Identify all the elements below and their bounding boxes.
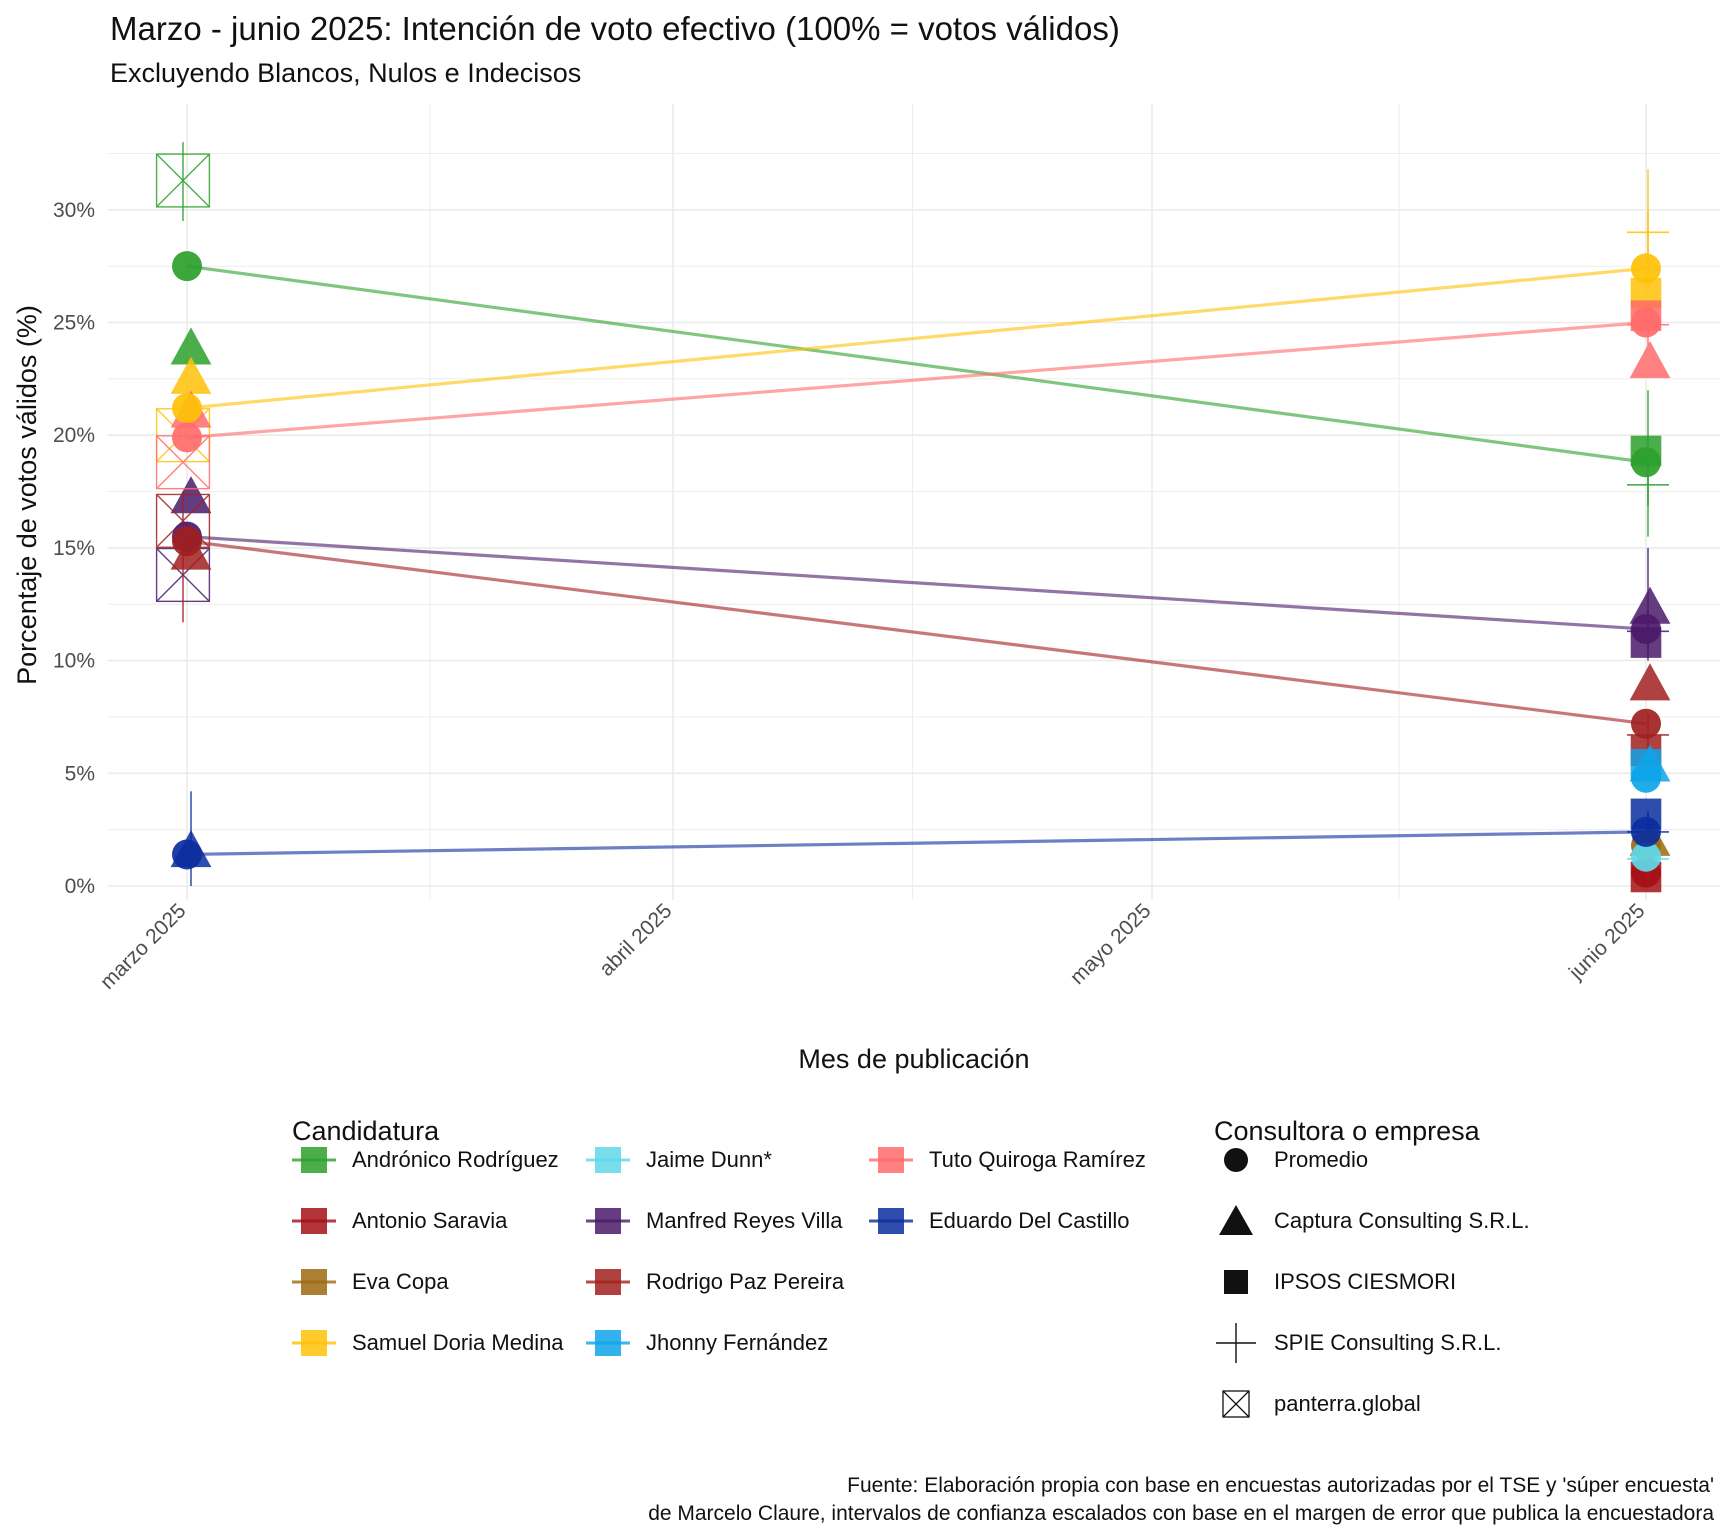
poll-point: [1629, 586, 1671, 624]
legend-item-pollster: panterra.global: [1214, 1382, 1421, 1426]
legend-label: Eva Copa: [352, 1269, 449, 1294]
legend-swatch: [292, 1199, 336, 1243]
legend-candidates-title: Candidatura: [292, 1116, 440, 1146]
legend-label: panterra.global: [1274, 1391, 1421, 1416]
average-point: [172, 839, 202, 870]
grid: [108, 104, 1720, 900]
legend-label: Antonio Saravia: [352, 1208, 508, 1233]
legend-shape: [1214, 1260, 1258, 1304]
average-point: [1631, 307, 1661, 338]
x-tick-label: marzo 2025: [96, 899, 191, 994]
poll-point: [1629, 663, 1671, 701]
legend-item-candidate: Eva Copa: [292, 1260, 449, 1304]
legend-pollsters-title: Consultora o empresa: [1214, 1116, 1480, 1146]
legend-label: Captura Consulting S.R.L.: [1274, 1208, 1530, 1233]
legend-label: Rodrigo Paz Pereira: [646, 1269, 845, 1294]
average-point: [172, 422, 202, 453]
legend-swatch: [586, 1199, 630, 1243]
legend-label: Jhonny Fernández: [646, 1330, 829, 1355]
legend-item-pollster: IPSOS CIESMORI: [1214, 1260, 1456, 1304]
legend-swatch: [586, 1260, 630, 1304]
chart-title: Marzo - junio 2025: Intención de voto ef…: [110, 10, 1120, 47]
legend-item-pollster: SPIE Consulting S.R.L.: [1214, 1321, 1501, 1365]
x-tick-label: abril 2025: [595, 899, 676, 980]
series-line: [186, 320, 1647, 440]
legend-item-pollster: Captura Consulting S.R.L.: [1214, 1199, 1530, 1243]
legend-label: Jaime Dunn*: [646, 1147, 772, 1172]
legend-item-candidate: Tuto Quiroga Ramírez: [869, 1138, 1146, 1182]
y-tick-label: 20%: [53, 424, 95, 447]
legend-item-candidate: Samuel Doria Medina: [292, 1321, 564, 1365]
average-point: [172, 393, 202, 424]
legend-swatch: [292, 1138, 336, 1182]
legend-shape: [1214, 1321, 1258, 1365]
average-point: [1631, 447, 1661, 478]
y-tick-label: 10%: [53, 650, 95, 673]
legend-label: Tuto Quiroga Ramírez: [929, 1147, 1146, 1172]
chart-subtitle: Excluyendo Blancos, Nulos e Indecisos: [110, 58, 582, 88]
series-lines: [186, 264, 1647, 857]
legend-swatch: [869, 1138, 913, 1182]
y-axis-label: Porcentaje de votos válidos (%): [12, 305, 42, 685]
legend-item-candidate: Antonio Saravia: [292, 1199, 507, 1243]
legend-label: SPIE Consulting S.R.L.: [1274, 1330, 1502, 1355]
caption-line-2: de Marcelo Claure, intervalos de confian…: [648, 1502, 1714, 1525]
legend-shape: [1214, 1382, 1258, 1426]
legend-item-candidate: Andrónico Rodríguez: [292, 1138, 559, 1182]
y-tick-label: 5%: [65, 762, 95, 785]
average-point: [1631, 614, 1661, 645]
legend-item-candidate: Eduardo Del Castillo: [869, 1199, 1130, 1243]
legend-item-candidate: Jhonny Fernández: [586, 1321, 828, 1365]
x-axis-label: Mes de publicación: [798, 1044, 1029, 1074]
legend-swatch: [586, 1321, 630, 1365]
legend-item-candidate: Jaime Dunn*: [586, 1138, 772, 1182]
y-tick-label: 25%: [53, 312, 95, 335]
legend-swatch: [869, 1199, 913, 1243]
legend-shape: [1214, 1138, 1258, 1182]
legend-item-candidate: Rodrigo Paz Pereira: [586, 1260, 844, 1304]
average-point: [1631, 253, 1661, 284]
legend-label: Eduardo Del Castillo: [929, 1208, 1130, 1233]
legend-label: Manfred Reyes Villa: [646, 1208, 843, 1233]
x-tick-label: junio 2025: [1564, 899, 1650, 985]
legend-swatch: [586, 1138, 630, 1182]
average-point: [1631, 762, 1661, 793]
y-tick-label: 15%: [53, 537, 95, 560]
poll-point: [170, 356, 212, 394]
x-tick-label: mayo 2025: [1066, 899, 1156, 989]
chart-plot: 0% 5% 10% 15% 20% 25% 30% marzo 2025 abril 2025 m…: [12, 104, 1720, 1074]
series-line: [186, 535, 1647, 631]
series-line: [186, 266, 1647, 410]
poll-point: [1629, 340, 1671, 379]
average-point: [1631, 816, 1661, 847]
series-line: [186, 830, 1647, 857]
legend-swatch: [292, 1321, 336, 1365]
poll-markers: [155, 142, 1671, 893]
poll-point: [170, 327, 212, 365]
y-tick-label: 30%: [53, 199, 95, 222]
poll-point: [155, 153, 211, 208]
caption-line-1: Fuente: Elaboración propia con base en e…: [847, 1474, 1714, 1497]
average-point: [1631, 708, 1661, 739]
legend-item-pollster: Promedio: [1214, 1138, 1368, 1182]
legend-label: Samuel Doria Medina: [352, 1330, 564, 1355]
y-tick-label: 0%: [65, 875, 95, 898]
average-point: [1631, 841, 1661, 872]
series-line: [186, 264, 1647, 464]
average-point: [172, 251, 202, 282]
legend-swatch: [292, 1260, 336, 1304]
legend-label: IPSOS CIESMORI: [1274, 1269, 1457, 1294]
series-line: [186, 539, 1647, 726]
legend-label: Andrónico Rodríguez: [352, 1147, 559, 1172]
legend-item-candidate: Manfred Reyes Villa: [586, 1199, 842, 1243]
legend-label: Promedio: [1274, 1147, 1369, 1172]
legend-shape: [1214, 1199, 1258, 1243]
poll-point: [1627, 211, 1669, 254]
average-point: [172, 526, 202, 557]
